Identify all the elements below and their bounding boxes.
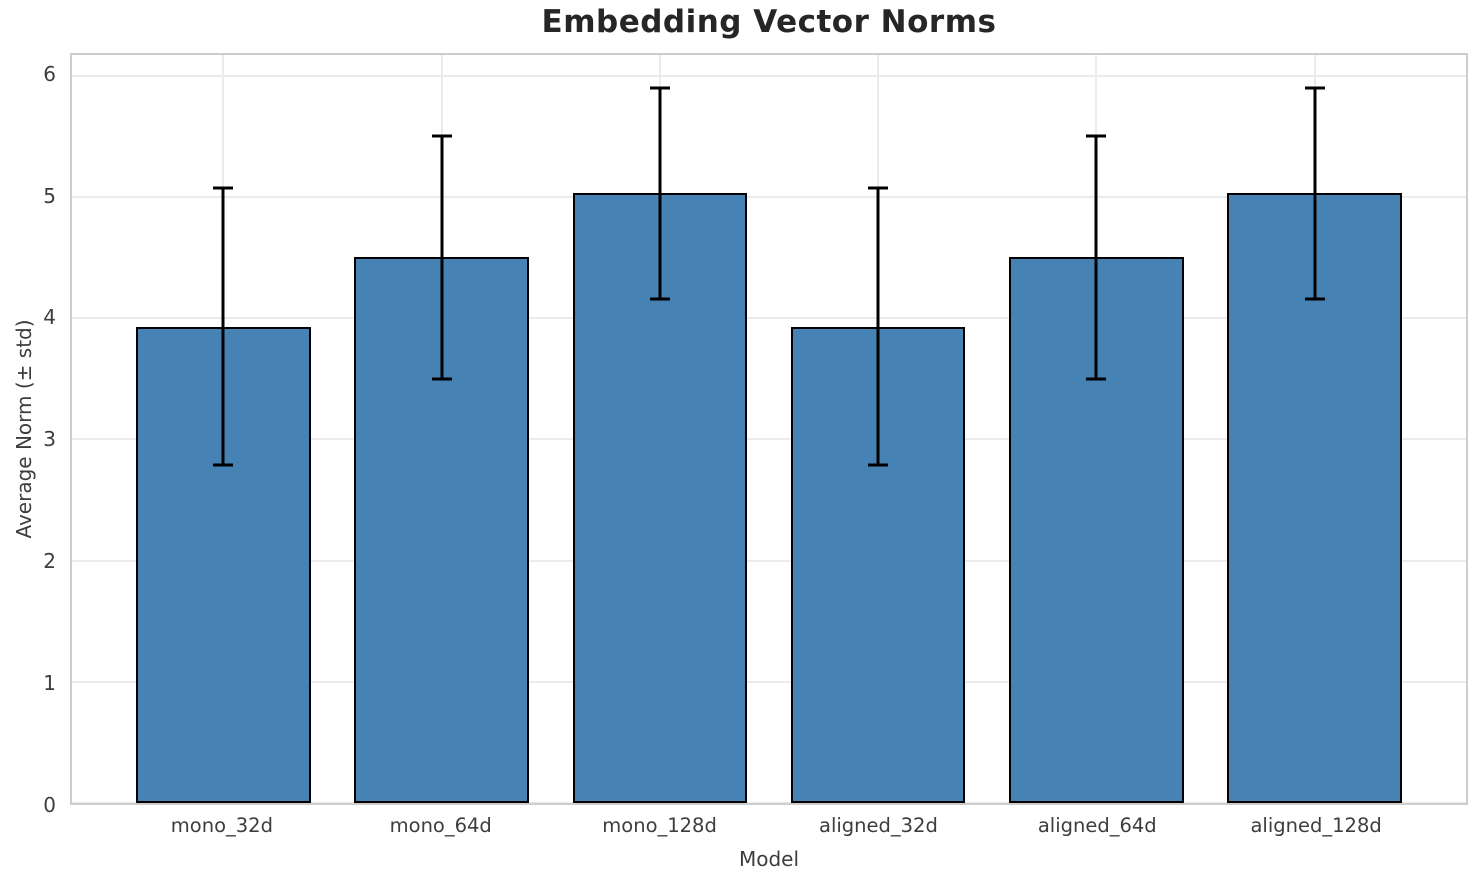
error-cap-bottom-mono_128d xyxy=(649,297,670,301)
error-cap-top-mono_128d xyxy=(649,86,670,90)
error-cap-bottom-aligned_64d xyxy=(1086,377,1107,381)
y-tick-label: 0 xyxy=(43,793,56,817)
error-cap-top-aligned_64d xyxy=(1086,134,1107,138)
error-cap-bottom-aligned_128d xyxy=(1304,297,1325,301)
error-cap-top-aligned_128d xyxy=(1304,86,1325,90)
error-cap-top-aligned_32d xyxy=(868,186,889,190)
error-cap-bottom-aligned_32d xyxy=(868,463,889,467)
y-tick-label: 6 xyxy=(43,61,56,86)
y-gridline xyxy=(72,559,1466,562)
y-gridline xyxy=(72,680,1466,683)
x-tick-label-aligned_128d: aligned_128d xyxy=(1250,814,1382,837)
plot-area xyxy=(70,53,1468,805)
y-gridline xyxy=(72,438,1466,441)
y-tick-label: 5 xyxy=(43,183,56,208)
error-bar-mono_32d xyxy=(221,188,225,465)
x-tick-label-mono_128d: mono_128d xyxy=(602,814,717,837)
x-tick-label-aligned_32d: aligned_32d xyxy=(819,814,938,837)
error-bar-mono_64d xyxy=(440,136,444,379)
y-tick-label: 4 xyxy=(43,305,56,330)
error-cap-bottom-mono_32d xyxy=(213,463,234,467)
y-gridline xyxy=(72,195,1466,198)
error-cap-top-mono_64d xyxy=(431,134,452,138)
error-cap-bottom-mono_64d xyxy=(431,377,452,381)
x-tick-label-aligned_64d: aligned_64d xyxy=(1037,814,1157,837)
y-gridline xyxy=(72,74,1466,77)
y-tick-label: 1 xyxy=(43,671,56,696)
x-axis-label: Model xyxy=(738,847,800,871)
error-cap-top-mono_32d xyxy=(213,186,234,190)
error-bar-aligned_128d xyxy=(1313,87,1317,299)
y-gridline xyxy=(72,802,1466,803)
chart-title: Embedding Vector Norms xyxy=(541,4,997,40)
error-bar-mono_128d xyxy=(658,87,662,299)
y-tick-label: 2 xyxy=(43,549,56,574)
error-bar-aligned_32d xyxy=(876,188,880,465)
x-tick-label-mono_32d: mono_32d xyxy=(170,814,273,837)
x-tick-label-mono_64d: mono_64d xyxy=(389,814,492,837)
error-bar-aligned_64d xyxy=(1094,136,1098,379)
y-tick-label: 3 xyxy=(43,427,56,452)
y-gridline xyxy=(72,317,1466,320)
